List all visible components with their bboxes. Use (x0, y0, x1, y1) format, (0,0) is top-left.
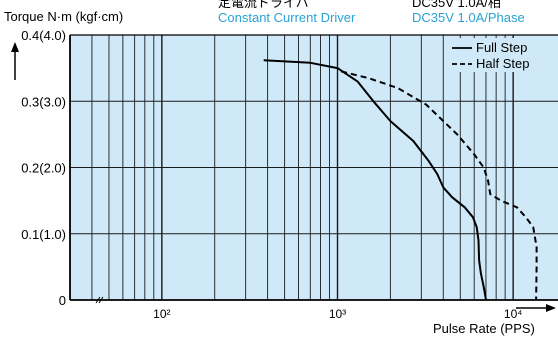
half-step-line (340, 70, 538, 301)
driver-label-jp: 定電流ドライバ (218, 0, 309, 10)
x-axis-label: Pulse Rate (PPS) (433, 321, 535, 336)
legend-bg (446, 38, 558, 72)
legend-full-step-label: Full Step (476, 40, 527, 55)
y-axis-label: Torque N·m (kgf·cm) (4, 9, 123, 24)
voltage-label-en: DC35V 1.0A/Phase (412, 10, 525, 25)
x-axis-arrow-icon (516, 304, 556, 312)
legend: Full Step Half Step (446, 38, 558, 72)
tick-labels: 0 0.1(1.0) 0.2(2.0) 0.3(3.0) 0.4(4.0) 10² 10³ 1… (21, 28, 522, 321)
full-step-line (263, 59, 487, 301)
x-tick-label: 10² (153, 307, 170, 321)
y-axis-arrow-icon (11, 42, 19, 80)
axis-break-icon (95, 296, 104, 304)
y-tick-label: 0 (59, 293, 66, 308)
y-tick-label: 0.1(1.0) (21, 227, 66, 242)
series-group (263, 59, 538, 301)
axes (69, 34, 558, 301)
x-tick-label: 10³ (329, 307, 346, 321)
legend-half-step-label: Half Step (476, 56, 529, 71)
voltage-label-jp: DC35V 1.0A/相 (412, 0, 501, 10)
y-tick-label: 0.2(2.0) (21, 161, 66, 176)
y-tick-label: 0.3(3.0) (21, 94, 66, 109)
x-tick-label: 10⁴ (504, 307, 523, 321)
driver-label-en: Constant Current Driver (218, 10, 356, 25)
y-tick-label: 0.4(4.0) (21, 28, 66, 43)
